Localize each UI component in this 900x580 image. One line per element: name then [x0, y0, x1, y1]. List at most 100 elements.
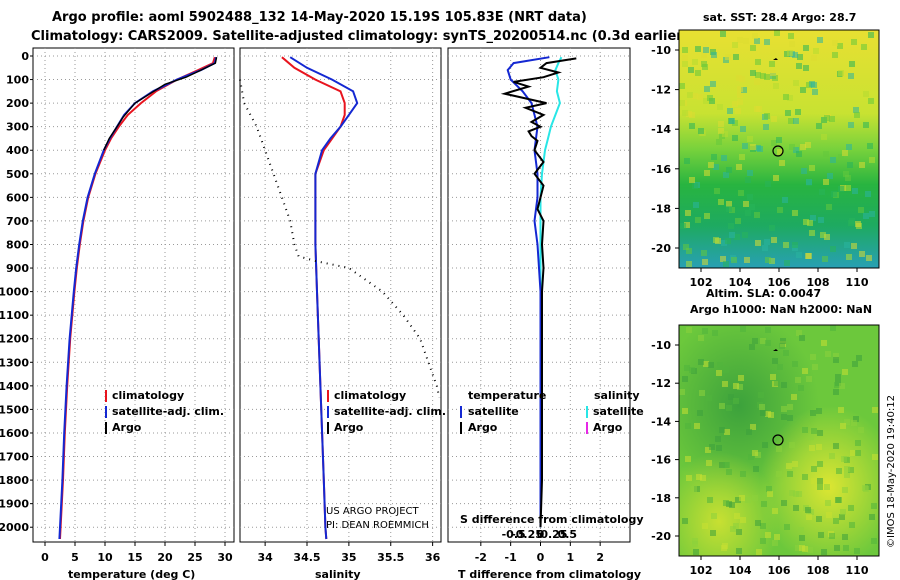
difference-legend: temperature salinity satellite Argo sate… [460, 389, 644, 434]
salinity-tick-label: 35 [341, 551, 356, 564]
map-pixel [845, 175, 851, 181]
map-pixel [868, 98, 874, 104]
map-pixel [806, 179, 812, 185]
sla-map-title-1: Altim. SLA: 0.0047 [706, 287, 821, 300]
map-pixel [842, 150, 848, 156]
map-pixel [833, 353, 839, 359]
map-pixel [863, 122, 869, 128]
map-pixel [704, 170, 710, 176]
map-pixel [808, 434, 814, 440]
map-pixel [812, 89, 818, 95]
map-pixel [773, 83, 779, 89]
map-pixel [830, 246, 836, 252]
map-pixel [726, 469, 732, 475]
lon-tick-label: 104 [729, 564, 752, 577]
difference-xlabel: T difference from climatology [458, 568, 641, 580]
map-pixel [683, 244, 689, 250]
map-pixel [823, 179, 829, 185]
map-pixel [783, 350, 789, 356]
map-pixel [835, 374, 841, 380]
difference-tick-label: -1 [505, 551, 517, 564]
map-pixel [708, 162, 714, 168]
map-pixel [869, 157, 875, 163]
map-pixel [848, 73, 854, 79]
map-pixel [777, 149, 783, 155]
map-pixel [811, 55, 817, 61]
map-pixel [776, 137, 782, 143]
map-pixel [736, 164, 742, 170]
map-pixel [692, 183, 698, 189]
map-pixel [725, 238, 731, 244]
map-pixel [859, 162, 865, 168]
sla-float-marker [772, 434, 784, 446]
map-pixel [777, 207, 783, 213]
map-pixel [704, 213, 710, 219]
map-pixel [706, 460, 712, 466]
map-pixel [777, 364, 783, 370]
map-pixel [718, 121, 724, 127]
lat-tick-label: -16 [651, 163, 671, 176]
difference-tick-label: 1 [566, 551, 574, 564]
map-pixel [679, 389, 685, 395]
map-pixel [729, 232, 735, 238]
map-pixel [836, 468, 842, 474]
map-pixel [752, 450, 758, 456]
map-pixel [791, 394, 797, 400]
lat-tick-label: -20 [651, 530, 671, 543]
map-pixel [829, 116, 835, 122]
map-pixel [723, 500, 729, 506]
depth-tick-label: 1200 [0, 333, 29, 346]
map-pixel [764, 239, 770, 245]
map-pixel [698, 128, 704, 134]
map-pixel [703, 361, 709, 367]
salinity-tick-label: 34.5 [293, 551, 320, 564]
map-pixel [689, 367, 695, 373]
map-pixel [787, 404, 793, 410]
map-pixel [830, 157, 836, 163]
map-pixel [740, 326, 746, 332]
map-pixel [784, 260, 790, 266]
map-pixel [817, 461, 823, 467]
map-pixel [833, 518, 839, 524]
pi-annotation: PI: DEAN ROEMMICH [326, 520, 429, 531]
map-pixel [858, 207, 864, 213]
lon-tick-label: 104 [729, 276, 752, 289]
map-pixel [745, 497, 751, 503]
map-pixel [842, 369, 848, 375]
legend-t-satellite: satellite [468, 405, 519, 418]
map-pixel [781, 382, 787, 388]
map-pixel [795, 377, 801, 383]
depth-tick-label: 800 [6, 238, 29, 251]
map-pixel [863, 91, 869, 97]
map-pixel [696, 474, 702, 480]
map-pixel [755, 520, 761, 526]
map-pixel [863, 213, 869, 219]
map-pixel [732, 135, 738, 141]
map-pixel [686, 248, 692, 254]
depth-tick-label: 900 [6, 262, 29, 275]
map-pixel [754, 38, 760, 44]
map-pixel [737, 99, 743, 105]
map-pixel [817, 478, 823, 484]
map-pixel [753, 466, 759, 472]
map-pixel [771, 237, 777, 243]
map-pixel [781, 414, 787, 420]
map-pixel [721, 155, 727, 161]
map-pixel [805, 507, 811, 513]
map-pixel [776, 446, 782, 452]
map-pixel [763, 124, 769, 130]
map-pixel [733, 523, 739, 529]
depth-tick-label: 1000 [0, 286, 29, 299]
difference-s-satellite-line [539, 56, 563, 528]
map-pixel [809, 445, 815, 451]
map-pixel [719, 403, 725, 409]
map-pixel [741, 87, 747, 93]
map-pixel [866, 255, 872, 261]
map-pixel [859, 251, 865, 257]
map-pixel [842, 487, 848, 493]
depth-tick-label: 1800 [0, 474, 29, 487]
map-pixel [738, 190, 744, 196]
lat-tick-label: -10 [651, 339, 671, 352]
map-pixel [811, 466, 817, 472]
map-pixel [871, 503, 877, 509]
